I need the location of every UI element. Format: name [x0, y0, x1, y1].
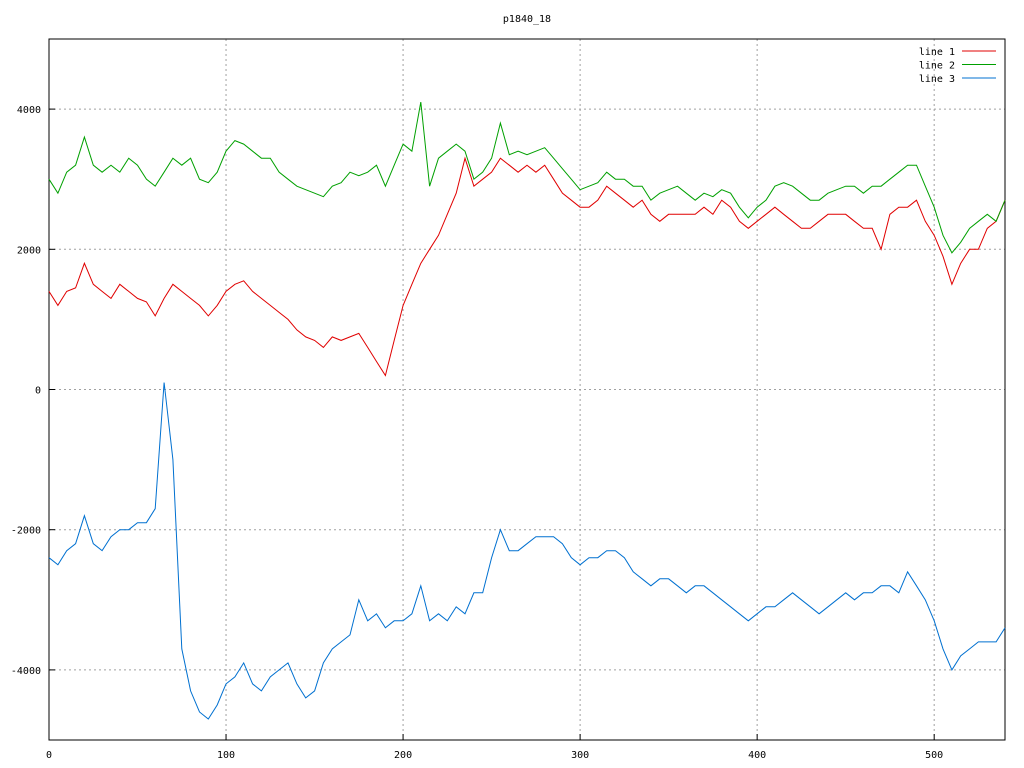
- x-tick-label: 100: [217, 750, 235, 761]
- y-tick-label: -4000: [11, 666, 41, 677]
- y-tick-label: 4000: [17, 105, 41, 116]
- chart-title: p1840_18: [503, 14, 551, 25]
- y-tick-label: 2000: [17, 245, 41, 256]
- legend-label: line 2: [919, 61, 955, 72]
- plot-frame: [48, 38, 1006, 741]
- series-line: [48, 156, 1006, 377]
- x-tick-label: 0: [46, 750, 52, 761]
- x-tick-label: 500: [925, 750, 943, 761]
- y-tick-label: -2000: [11, 526, 41, 537]
- x-tick-label: 200: [394, 750, 412, 761]
- legend-label: line 1: [919, 47, 955, 58]
- y-tick-label: 0: [35, 386, 41, 397]
- legend-label: line 3: [919, 74, 955, 85]
- series-line: [48, 382, 1006, 720]
- x-tick-label: 300: [571, 750, 589, 761]
- x-tick-label: 400: [748, 750, 766, 761]
- series-line: [48, 102, 1006, 254]
